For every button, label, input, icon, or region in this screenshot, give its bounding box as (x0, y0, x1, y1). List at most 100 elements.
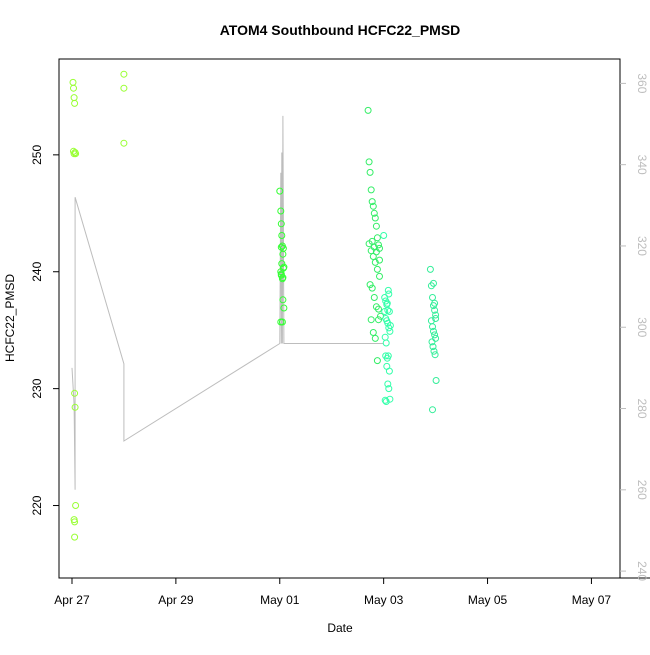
data-point (70, 84, 77, 92)
data-point (432, 311, 440, 319)
data-point (277, 220, 285, 228)
x-tick-label: May 03 (364, 593, 404, 607)
data-point (120, 84, 128, 92)
data-point (72, 150, 80, 158)
data-point (71, 403, 79, 411)
data-point (71, 99, 79, 107)
data-point (372, 303, 380, 311)
data-point (381, 308, 389, 315)
y2-tick-label: 340 (635, 155, 649, 175)
data-point (382, 398, 390, 405)
data-point (72, 502, 80, 509)
data-point (370, 209, 378, 217)
data-point (373, 357, 381, 365)
data-point (371, 258, 379, 266)
y-tick-label: 240 (30, 261, 44, 281)
y-tick-label: 220 (30, 495, 44, 515)
y2-tick-label: 280 (635, 399, 649, 419)
data-point (278, 318, 286, 326)
chart-title: ATOM4 Southbound HCFC22_PMSD (220, 22, 461, 38)
data-point (277, 270, 285, 278)
y-axis-right: 240 260 280 300 320 340 360 (620, 73, 649, 581)
data-point (426, 265, 434, 273)
secondary-trace-line (71, 115, 384, 490)
data-point (382, 339, 390, 347)
data-point (278, 232, 286, 239)
data-point (431, 351, 439, 359)
data-point (370, 294, 378, 301)
y2-tick-label: 240 (635, 561, 649, 581)
data-point (384, 286, 392, 294)
x-tick-label: May 01 (260, 593, 300, 607)
data-point (279, 296, 287, 304)
data-point (280, 304, 288, 312)
data-point (384, 380, 392, 388)
data-point (368, 284, 376, 292)
data-point (369, 329, 377, 336)
data-point (372, 248, 380, 256)
data-point (381, 294, 389, 301)
data-point (371, 214, 379, 222)
data-point (429, 406, 436, 414)
data-point (369, 202, 377, 210)
data-point (71, 518, 79, 526)
data-point (71, 533, 79, 541)
x-tick-label: Apr 27 (54, 593, 90, 607)
data-point (71, 389, 79, 397)
data-point (385, 385, 393, 393)
data-point (383, 362, 391, 370)
data-point (386, 322, 394, 329)
y-tick-label: 250 (30, 145, 44, 165)
data-point (381, 396, 389, 404)
data-point (428, 338, 436, 346)
data-point (383, 299, 391, 307)
data-point (373, 265, 381, 273)
data-point (384, 352, 392, 360)
data-point (430, 279, 437, 287)
data-point (384, 306, 392, 314)
data-point (430, 347, 438, 355)
data-point (385, 290, 393, 298)
data-point (368, 198, 376, 206)
data-point (429, 343, 437, 351)
data-point (376, 272, 383, 280)
data-point (385, 308, 393, 315)
data-point (431, 306, 439, 314)
data-point (120, 139, 128, 147)
data-point (432, 377, 440, 384)
data-point (364, 106, 372, 114)
data-point (276, 187, 284, 195)
data-point (432, 315, 440, 322)
data-point (373, 234, 381, 242)
data-point (375, 305, 382, 313)
data-point (432, 334, 440, 342)
data-point (366, 168, 374, 176)
scatter-points-group (69, 70, 440, 541)
data-point (386, 395, 394, 403)
data-point (280, 263, 288, 271)
data-point (277, 207, 285, 215)
y-tick-label: 230 (30, 378, 44, 398)
x-tick-label: May 07 (572, 593, 612, 607)
y-axis-label: HCFC22_PMSD (3, 274, 17, 362)
y2-tick-label: 360 (635, 73, 649, 93)
x-tick-label: May 05 (468, 593, 508, 607)
data-point (120, 70, 128, 78)
data-point (365, 158, 373, 166)
data-point (380, 232, 388, 239)
y-axis-left: 220 230 240 250 (30, 145, 59, 516)
data-point (376, 256, 383, 264)
data-point (375, 241, 382, 249)
data-point (366, 281, 374, 289)
y2-tick-label: 320 (635, 236, 649, 256)
data-point (367, 186, 375, 194)
data-point (382, 352, 390, 360)
data-point (367, 316, 375, 324)
secondary-trace-group (71, 115, 384, 490)
data-point (429, 323, 436, 331)
data-point (372, 222, 380, 230)
data-point (430, 327, 437, 335)
